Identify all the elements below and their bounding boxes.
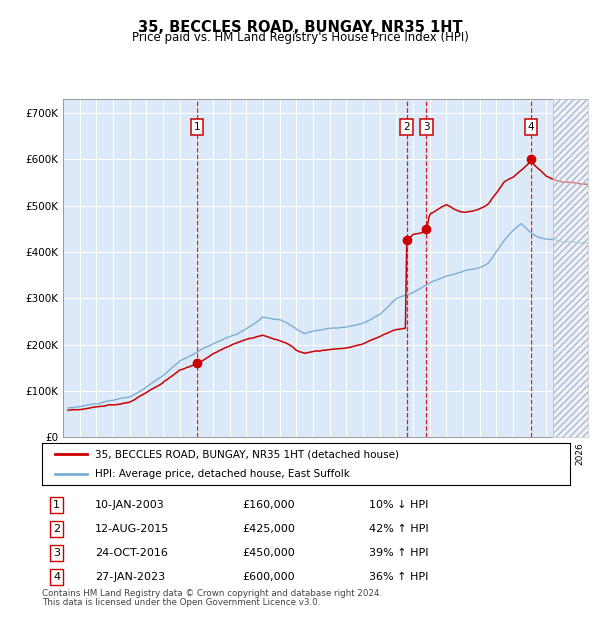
Text: 10% ↓ HPI: 10% ↓ HPI [370,500,429,510]
Text: £600,000: £600,000 [242,572,295,582]
Text: £450,000: £450,000 [242,548,295,558]
Text: 35, BECCLES ROAD, BUNGAY, NR35 1HT: 35, BECCLES ROAD, BUNGAY, NR35 1HT [137,20,463,35]
Text: 4: 4 [53,572,61,582]
Text: 1: 1 [194,122,200,132]
Text: 24-OCT-2016: 24-OCT-2016 [95,548,167,558]
Text: Contains HM Land Registry data © Crown copyright and database right 2024.: Contains HM Land Registry data © Crown c… [42,589,382,598]
Text: 3: 3 [423,122,430,132]
Text: 2: 2 [403,122,410,132]
Text: 27-JAN-2023: 27-JAN-2023 [95,572,165,582]
Text: Price paid vs. HM Land Registry's House Price Index (HPI): Price paid vs. HM Land Registry's House … [131,31,469,44]
Text: 1: 1 [53,500,60,510]
Text: 42% ↑ HPI: 42% ↑ HPI [370,525,429,534]
Text: 36% ↑ HPI: 36% ↑ HPI [370,572,429,582]
Text: 4: 4 [527,122,534,132]
Text: HPI: Average price, detached house, East Suffolk: HPI: Average price, detached house, East… [95,469,350,479]
Text: 2: 2 [53,525,61,534]
Text: This data is licensed under the Open Government Licence v3.0.: This data is licensed under the Open Gov… [42,598,320,607]
Text: 35, BECCLES ROAD, BUNGAY, NR35 1HT (detached house): 35, BECCLES ROAD, BUNGAY, NR35 1HT (deta… [95,450,399,459]
Text: 3: 3 [53,548,60,558]
Text: £160,000: £160,000 [242,500,295,510]
Text: 12-AUG-2015: 12-AUG-2015 [95,525,169,534]
Text: £425,000: £425,000 [242,525,296,534]
Text: 10-JAN-2003: 10-JAN-2003 [95,500,164,510]
Text: 39% ↑ HPI: 39% ↑ HPI [370,548,429,558]
